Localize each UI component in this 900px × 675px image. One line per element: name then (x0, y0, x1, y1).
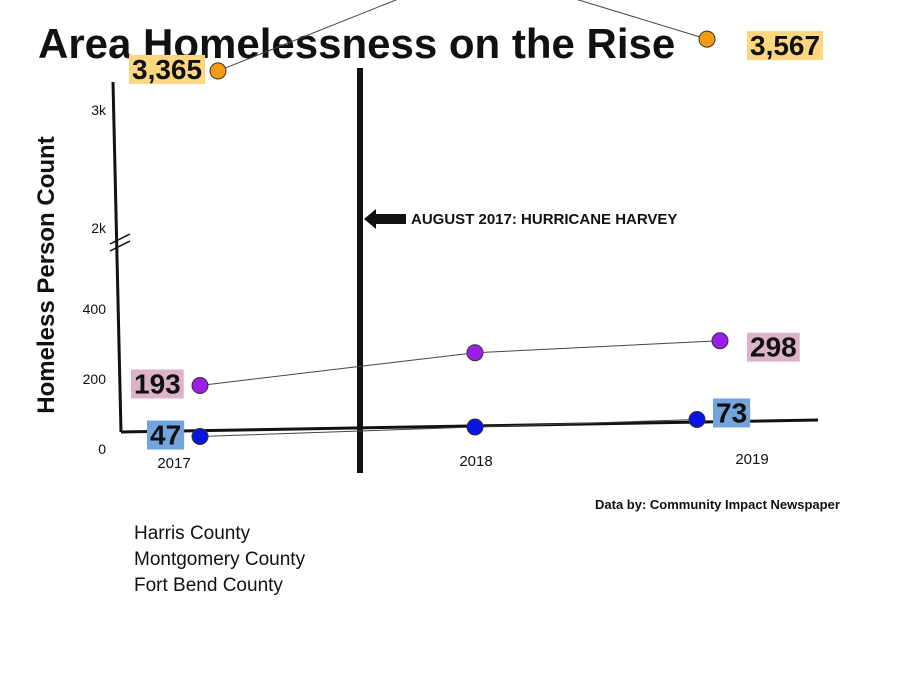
data-point (688, 410, 706, 428)
data-label-start: 3,365 (129, 54, 206, 85)
data-point (711, 332, 729, 350)
legend: Harris County Montgomery County Fort Ben… (132, 521, 307, 599)
y-axis-line (111, 81, 123, 433)
x-tick-label: 2018 (459, 453, 492, 470)
svg-text:298: 298 (750, 332, 797, 363)
y-tick-label: 200 (83, 371, 107, 387)
y-tick-labels: 02004002k3k4k (83, 102, 107, 457)
data-label-end: 73 (713, 397, 751, 428)
legend-montgomery: Montgomery County (134, 549, 306, 570)
svg-text:47: 47 (150, 420, 181, 451)
series-group: 3,365 3,567 193 298 47 73 (129, 0, 824, 451)
y-tick-label: 2k (91, 220, 107, 236)
data-label-start: 193 (131, 368, 184, 399)
data-label-start: 47 (147, 420, 185, 451)
svg-text:3,365: 3,365 (132, 54, 202, 85)
x-tick-label: 2017 (157, 455, 190, 472)
data-point (466, 344, 484, 362)
data-point (209, 62, 227, 80)
arrow-left-icon (364, 209, 406, 229)
y-axis-label: Homeless Person Count (33, 136, 60, 413)
y-tick-label: 0 (98, 441, 106, 457)
svg-text:193: 193 (134, 368, 181, 399)
event-annotation: AUGUST 2017: HURRICANE HARVEY (411, 211, 677, 228)
data-point (191, 428, 209, 446)
legend-fort-bend: Fort Bend County (134, 575, 283, 596)
x-tick-labels: 2017 2018 2019 (157, 451, 768, 472)
legend-harris: Harris County (134, 523, 251, 544)
data-point (698, 30, 716, 48)
y-tick-label: 400 (83, 301, 107, 317)
y-tick-label: 3k (91, 102, 107, 118)
series-line (217, 0, 708, 72)
data-label-end: 298 (747, 332, 800, 363)
data-label-end: 3,567 (747, 30, 824, 61)
data-point (191, 376, 209, 394)
source-note: Data by: Community Impact Newspaper (595, 497, 840, 512)
svg-text:3,567: 3,567 (750, 30, 820, 61)
svg-text:73: 73 (716, 397, 747, 428)
series-line (199, 340, 721, 386)
axis-break-icon (109, 233, 131, 252)
x-tick-label: 2019 (735, 451, 768, 468)
data-point (466, 418, 484, 436)
